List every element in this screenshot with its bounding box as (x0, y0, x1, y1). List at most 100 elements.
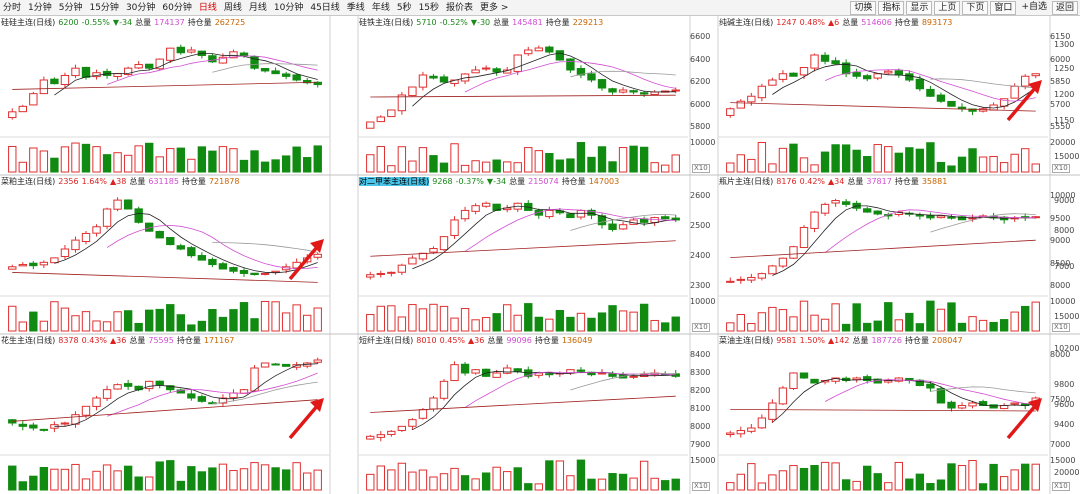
candle-body (166, 47, 175, 61)
candle-body (778, 387, 788, 405)
volume-bar (629, 477, 638, 491)
period-tab-15[interactable]: 报价表 (446, 3, 474, 13)
candle-body (545, 209, 554, 218)
toolbar-button-3[interactable]: 上页 (934, 1, 961, 15)
volume-label: 总量 (493, 18, 510, 27)
volume-bar (439, 473, 449, 491)
period-toolbar: 分时 1分钟 5分钟 15分钟 30分钟 60分钟 日线 周线 月线 10分钟 45日线 季线 年线 5秒… (0, 0, 1080, 16)
volume-label: 总量 (852, 336, 869, 345)
period-tab-9[interactable]: 10分钟 (273, 3, 304, 13)
period-tab-2[interactable]: 5分钟 (58, 3, 83, 13)
volume-bar (1021, 305, 1030, 332)
candle-body (863, 376, 872, 381)
ma5-line (54, 212, 318, 274)
candle-body (1010, 402, 1019, 405)
volume-bar (271, 159, 280, 173)
volume-bar (778, 309, 788, 332)
candle-body (503, 367, 512, 374)
volume-value: 187726 (871, 336, 902, 345)
volume-bar (968, 316, 977, 332)
candle-body (789, 372, 798, 389)
period-tab-0[interactable]: 分时 (3, 3, 22, 13)
volume-bar (481, 161, 491, 173)
toolbar-button-5[interactable]: 窗口 (990, 1, 1017, 15)
candle-body (387, 271, 396, 274)
toolbar-button-1[interactable]: 指标 (878, 1, 905, 15)
volume-bar (102, 154, 112, 173)
volume-bar (852, 149, 861, 173)
candle-body (145, 63, 154, 69)
volume-bar (629, 145, 638, 173)
volume-bar (1031, 163, 1040, 173)
period-tab-16[interactable]: 更多 > (480, 3, 509, 13)
candle-body (229, 51, 238, 59)
volume-bar (250, 318, 259, 332)
period-tab-10[interactable]: 45日线 (310, 3, 340, 13)
period-tab-4[interactable]: 30分钟 (125, 3, 156, 13)
volume-bar (534, 316, 543, 332)
candle-body (408, 257, 417, 265)
ma10-line (824, 69, 1036, 102)
candle-body (629, 90, 638, 93)
candle-body (376, 273, 385, 276)
toolbar-button-6[interactable]: +自选 (1021, 2, 1047, 12)
volume-bar (197, 146, 207, 173)
right-axis-tick: 9600 (1054, 400, 1075, 409)
volume-bar (789, 465, 798, 491)
ma20-line (570, 70, 676, 78)
candle-body (820, 203, 830, 214)
volume-bar (820, 151, 830, 173)
toolbar-button-0[interactable]: 切换 (850, 1, 877, 15)
period-tab-7[interactable]: 周线 (223, 3, 242, 13)
candle-body (736, 100, 745, 109)
period-tab-11[interactable]: 季线 (346, 3, 365, 13)
volume-bar (439, 162, 449, 173)
candle-body (926, 383, 935, 389)
price-tick: 6400 (690, 54, 711, 64)
period-tab-14[interactable]: 15秒 (418, 3, 440, 13)
volume-bar (92, 146, 101, 173)
toolbar-button-2[interactable]: 显示 (906, 1, 933, 15)
volume-bar (187, 466, 196, 491)
toolbar-button-4[interactable]: 下页 (962, 1, 989, 15)
volume-bar (492, 466, 501, 491)
volume-bar (597, 312, 607, 332)
volume-bar (503, 471, 512, 491)
volume-bar (639, 460, 649, 491)
period-tab-8[interactable]: 月线 (248, 3, 267, 13)
period-tab-5[interactable]: 60分钟 (162, 3, 192, 13)
contract-name: 硅硅主连(日线) (1, 18, 56, 27)
candle-body (50, 78, 59, 85)
period-tab-3[interactable]: 15分钟 (89, 3, 119, 13)
candle-body (639, 218, 649, 223)
right-axis-tick: 15000 (1054, 152, 1080, 161)
volume-bar (747, 158, 756, 173)
candle-body (239, 52, 249, 56)
candle-body (555, 50, 565, 61)
price-tick: 6150 (1050, 32, 1071, 41)
volume-bar (831, 303, 840, 332)
volume-bar (281, 312, 291, 332)
volume-bar (799, 467, 809, 491)
candle-body (831, 377, 840, 382)
candle-body (863, 75, 872, 80)
candle-body (460, 209, 470, 220)
open-interest-value: 893173 (921, 18, 953, 27)
panel-title-3: 菜粕主连(日线) 2356 1.64% ▲38 总量 631185 持仓量 721878 (1, 176, 242, 188)
volume-bar (29, 475, 38, 491)
period-tab-12[interactable]: 年线 (371, 3, 390, 13)
volume-bar (747, 323, 756, 332)
ma20-line (930, 386, 1036, 394)
volume-bar (1031, 463, 1040, 491)
toolbar-button-7[interactable]: 返回 (1051, 1, 1078, 15)
ma5-line (412, 205, 676, 270)
candle-body (18, 264, 27, 267)
volume-scale-tag: X10 (1052, 164, 1070, 173)
candle-body (39, 261, 49, 266)
volume-bar (60, 307, 70, 332)
candle-body (18, 105, 27, 113)
open-interest-value: 147003 (588, 177, 620, 186)
period-tab-13[interactable]: 5秒 (396, 3, 412, 13)
period-tab-6[interactable]: 日线 (198, 3, 217, 13)
period-tab-1[interactable]: 1分钟 (28, 3, 52, 13)
